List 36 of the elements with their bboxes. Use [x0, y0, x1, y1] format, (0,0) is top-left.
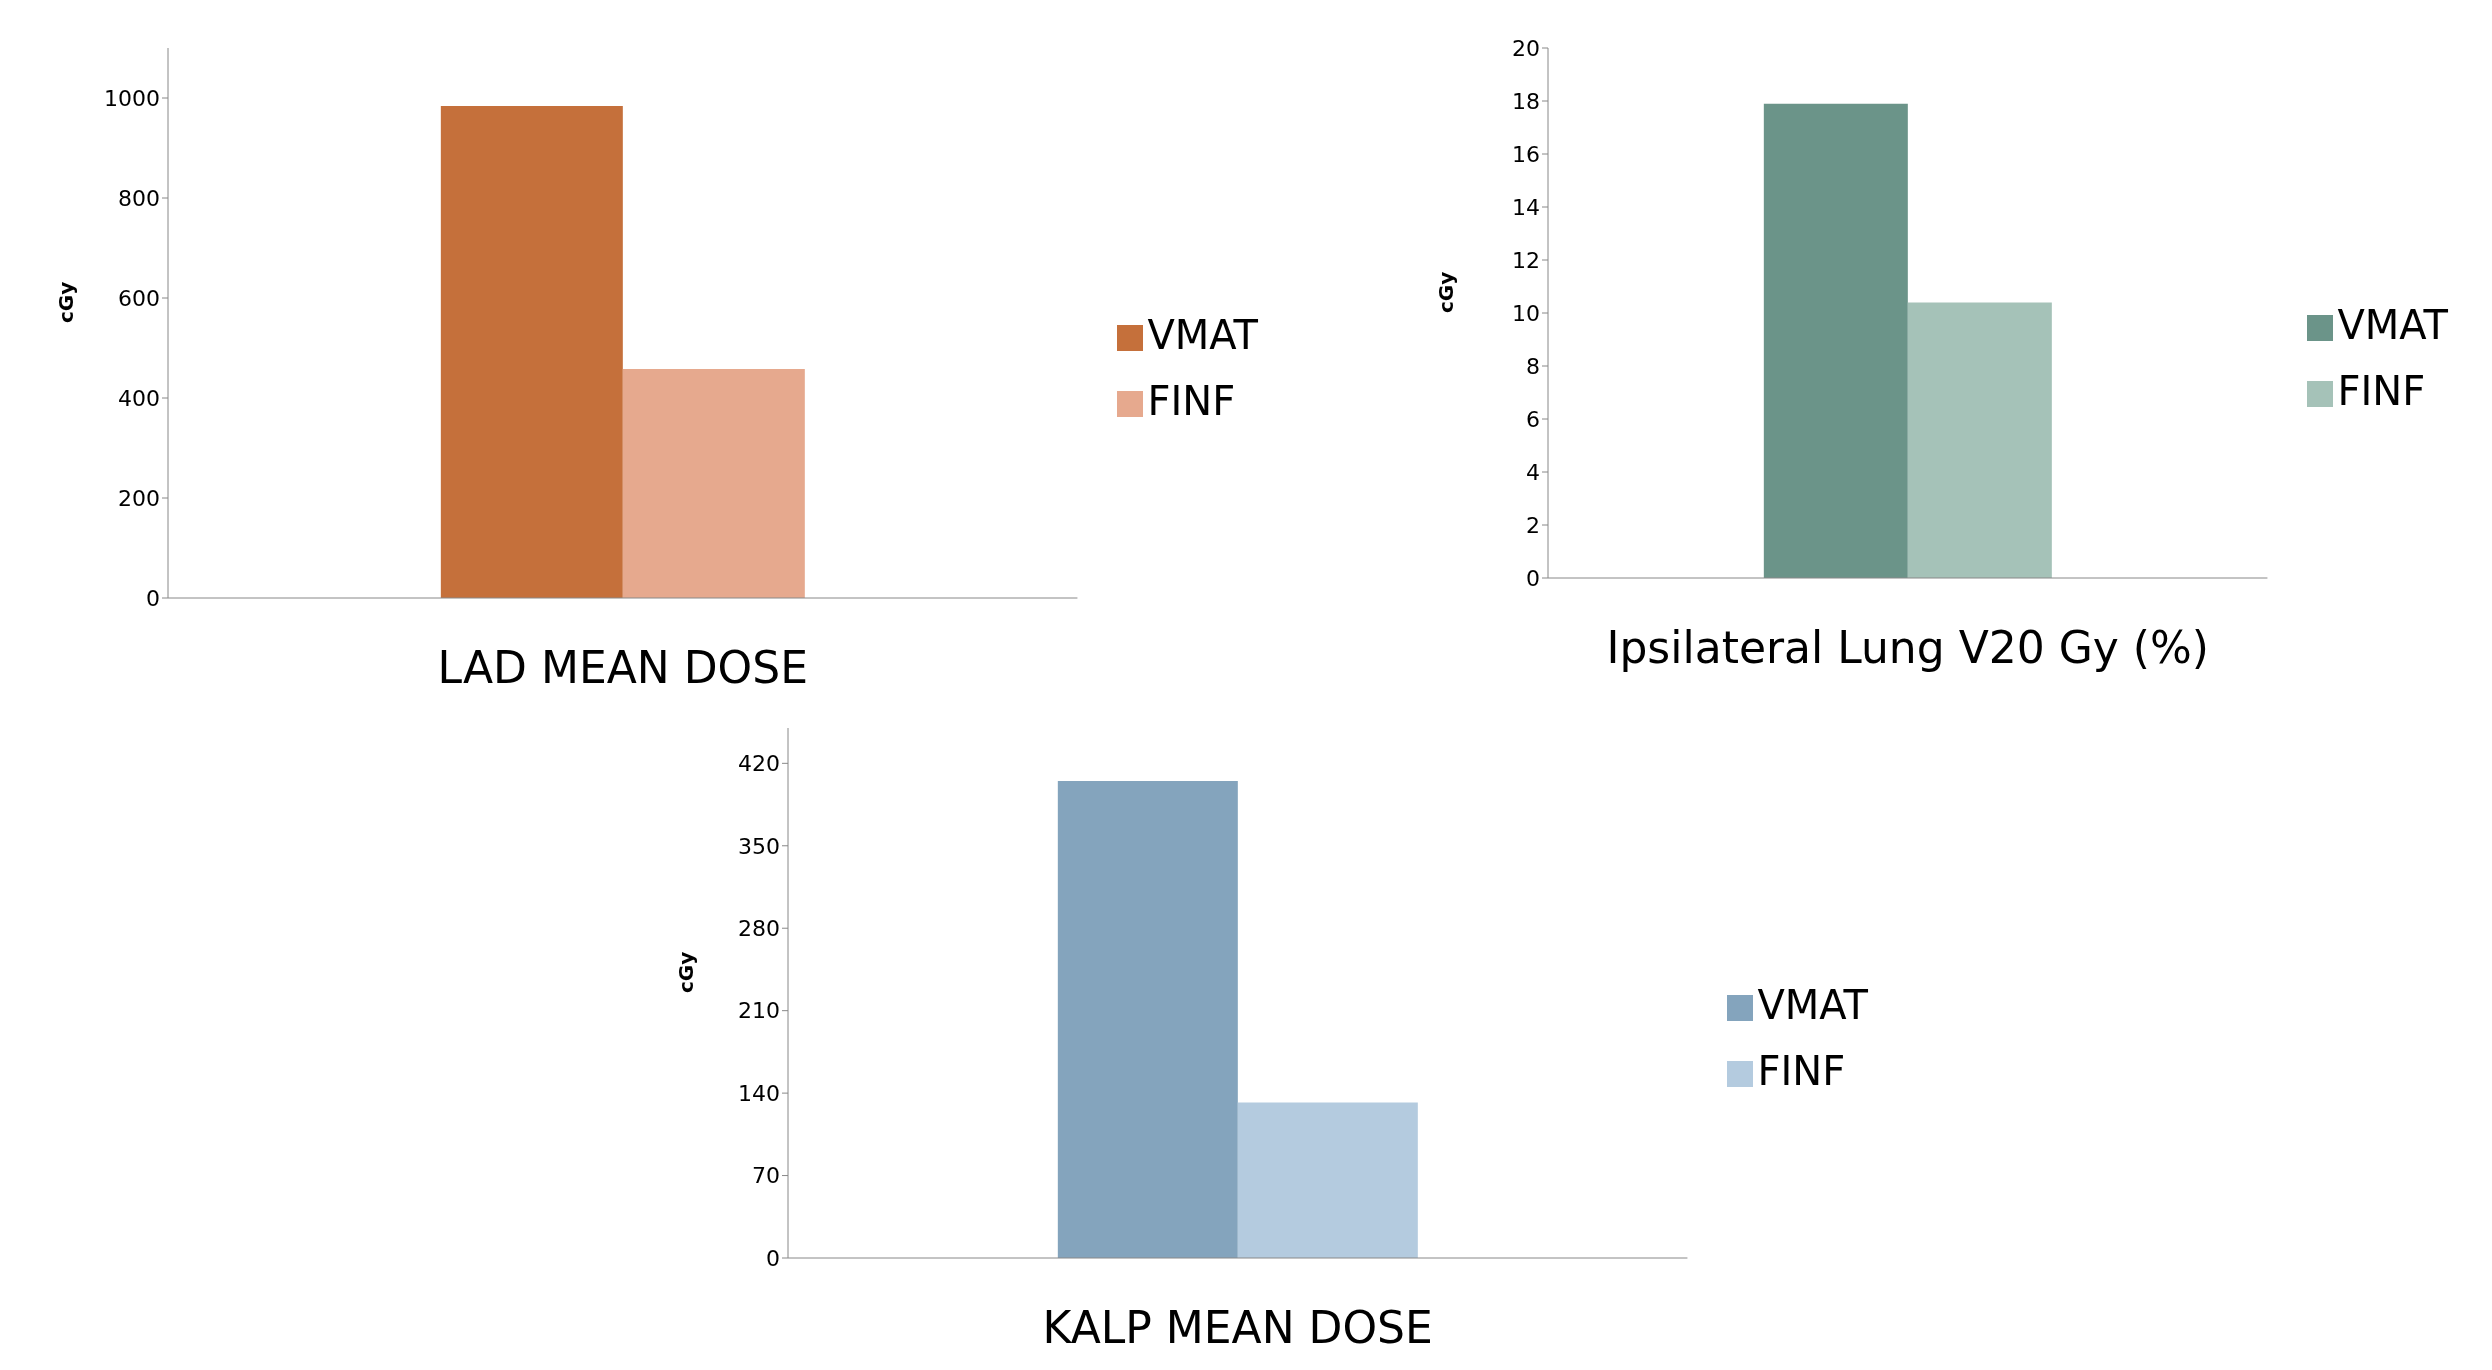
y-tick-label: 0 [146, 585, 160, 611]
y-tick-label: 16 [1512, 141, 1540, 167]
y-axis-title: cGy [1434, 271, 1459, 313]
x-axis-title: KALP MEAN DOSE [1042, 1302, 1433, 1353]
legend-label: VMAT [2337, 302, 2448, 348]
y-tick-label: 10 [1512, 300, 1540, 326]
y-tick-label: 6 [1526, 406, 1540, 432]
y-tick-label: 800 [118, 185, 160, 211]
y-tick-label: 8 [1526, 353, 1540, 379]
y-tick-label: 0 [766, 1245, 780, 1271]
legend-label: FINF [2337, 368, 2426, 414]
legend-label: FINF [1147, 378, 1236, 424]
y-tick-label: 200 [118, 485, 160, 511]
y-tick-label: 20 [1512, 35, 1540, 61]
y-tick-label: 2 [1526, 512, 1540, 538]
x-axis-title: Ipsilateral Lung V20 Gy (%) [1606, 622, 2210, 673]
y-tick-label: 70 [752, 1163, 780, 1189]
y-tick-label: 210 [738, 998, 780, 1024]
y-axis-title: cGy [674, 951, 699, 993]
y-tick-label: 400 [118, 385, 160, 411]
y-tick-label: 18 [1512, 88, 1540, 114]
legend-label: VMAT [1757, 982, 1868, 1028]
legend-label: VMAT [1147, 312, 1258, 358]
y-tick-label: 14 [1512, 194, 1540, 220]
y-tick-label: 12 [1512, 247, 1540, 273]
legend-label: FINF [1757, 1048, 1846, 1094]
y-tick-label: 1000 [104, 85, 160, 111]
y-tick-label: 600 [118, 285, 160, 311]
y-axis-title: cGy [54, 281, 79, 323]
y-tick-label: 280 [738, 916, 780, 942]
y-tick-label: 350 [738, 833, 780, 859]
y-tick-label: 420 [738, 751, 780, 777]
x-axis-title: LAD MEAN DOSE [437, 642, 808, 693]
y-tick-label: 4 [1526, 459, 1540, 485]
y-tick-label: 0 [1526, 565, 1540, 591]
y-tick-label: 140 [738, 1080, 780, 1106]
